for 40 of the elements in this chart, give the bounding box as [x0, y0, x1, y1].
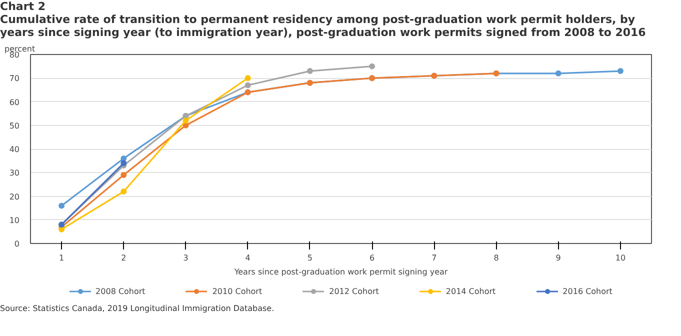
point: [555, 70, 562, 76]
x-tick-label: 8: [494, 254, 499, 262]
y-tick-label: 80: [9, 50, 20, 60]
title: Chart 2: [0, 0, 46, 13]
point: [120, 188, 127, 195]
x-tick-label: 10: [615, 254, 626, 262]
point: [120, 160, 127, 166]
legend-label: 2014 Cohort: [446, 286, 496, 296]
legend-label: 2016 Cohort: [562, 286, 612, 296]
legend-label: 2010 Cohort: [212, 286, 262, 296]
point: [306, 68, 313, 74]
legend-label: 2008 Cohort: [96, 286, 146, 296]
y-tick-label: 10: [9, 216, 20, 225]
x-tick-label: 5: [307, 254, 312, 262]
x-tick-label: 9: [556, 254, 561, 262]
point: [120, 172, 127, 178]
point: [617, 68, 624, 74]
y-tick-label: 0: [14, 240, 20, 248]
y-tick-label: 40: [9, 145, 20, 154]
y-axis-title: percent: [4, 44, 36, 54]
x-tick-label: 2: [121, 254, 126, 262]
y-tick-label: 70: [9, 74, 20, 84]
subtitle: Cumulative rate of transition to permanent residency among post-graduation work permit holders, by years since signing year (to immigration year), post-graduation work permits signed from 2008 to 2016: [0, 13, 647, 39]
x-tick-label: 6: [370, 254, 375, 262]
point: [58, 202, 65, 209]
x-tick-label: 7: [432, 254, 437, 262]
y-tick-label: 50: [9, 121, 20, 130]
x-axis-title: Years since post-graduation work permit signing year: [233, 268, 448, 276]
y-tick-label: 20: [9, 192, 20, 202]
point: [244, 82, 251, 88]
y-tick-label: 60: [9, 98, 20, 107]
x-tick-label: 3: [183, 254, 188, 262]
point: [244, 75, 251, 82]
y-tick-label: 30: [9, 168, 20, 178]
point: [182, 118, 189, 124]
x-tick-label: 1: [59, 254, 64, 262]
legend-label: 2012 Cohort: [329, 286, 379, 296]
x-tick-label: 4: [245, 254, 250, 262]
point: [369, 63, 376, 70]
source-note: Source: Statistics Canada, 2019 Longitudinal Immigration Database.: [0, 303, 274, 314]
